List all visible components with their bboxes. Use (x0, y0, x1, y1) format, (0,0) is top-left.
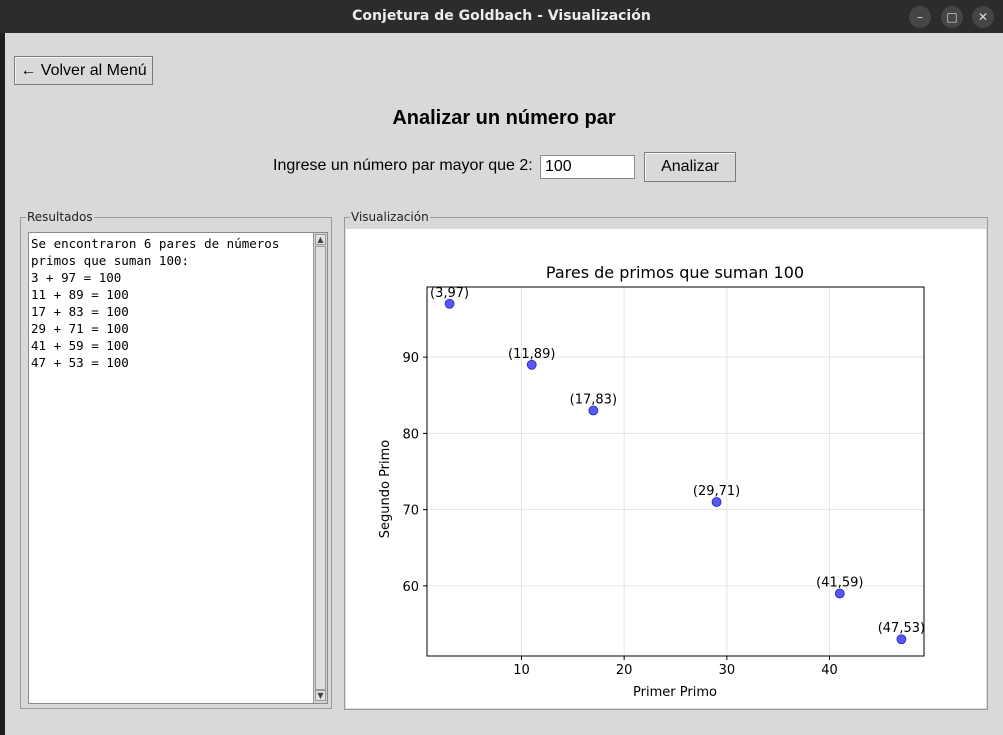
chart-points: (3,97) (11,89) (17,83) (29,71) (41,59) (47,53… (430, 286, 925, 645)
y-tick-label: 60 (402, 580, 419, 595)
results-textbox[interactable]: Se encontraron 6 pares de números primos… (28, 232, 328, 704)
result-line: 29 + 71 = 100 (31, 321, 129, 336)
scatter-chart: Pares de primos que suman 100 10 20 30 40 60… (378, 263, 925, 700)
data-point-label: (17,83) (570, 393, 617, 408)
analyze-button[interactable]: Analizar (644, 152, 736, 182)
data-point (444, 298, 455, 309)
chart-title: Pares de primos que suman 100 (546, 263, 804, 282)
chart-grid (427, 287, 924, 656)
chart-ticks: 10 20 30 40 60 70 80 90 (402, 351, 837, 678)
results-summary: Se encontraron 6 pares de números primos… (31, 236, 280, 268)
scroll-thumb[interactable] (315, 246, 326, 690)
visualization-frame: Visualización Pares de primos que suman … (344, 210, 988, 710)
window-titlebar: Conjetura de Goldbach - Visualización – … (0, 0, 1003, 33)
data-point-label: (41,59) (816, 575, 863, 590)
page-title: Analizar un número par (392, 107, 616, 129)
data-point-label: (3,97) (430, 286, 469, 301)
results-frame: Resultados Se encontraron 6 pares de núm… (20, 210, 332, 709)
data-point-label: (29,71) (693, 484, 740, 499)
data-point-label: (47,53) (878, 621, 925, 636)
data-point (711, 497, 722, 507)
result-line: 41 + 59 = 100 (31, 338, 129, 353)
results-scrollbar[interactable]: ▲ ▼ (313, 233, 327, 703)
y-tick-label: 80 (402, 427, 419, 442)
scroll-down-arrow-icon[interactable]: ▼ (315, 690, 326, 701)
result-line: 3 + 97 = 100 (31, 270, 122, 285)
window-title: Conjetura de Goldbach - Visualización (352, 8, 651, 24)
back-to-menu-button[interactable]: ← Volver al Menú (14, 56, 153, 85)
data-point (896, 634, 907, 645)
scroll-up-arrow-icon[interactable]: ▲ (315, 234, 326, 245)
number-prompt-label: Ingrese un número par mayor que 2: (273, 157, 533, 174)
x-tick-label: 20 (616, 663, 633, 678)
chart-axes-frame (426, 286, 925, 657)
result-line: 17 + 83 = 100 (31, 304, 129, 319)
data-point (588, 405, 599, 416)
number-input[interactable]: 100 (540, 155, 635, 179)
x-tick-label: 40 (821, 663, 838, 678)
data-point-label: (11,89) (508, 347, 555, 362)
close-button[interactable]: ✕ (972, 6, 994, 28)
x-tick-label: 10 (513, 663, 530, 678)
result-line: 11 + 89 = 100 (31, 287, 129, 302)
data-point (526, 359, 537, 370)
y-tick-label: 90 (402, 351, 419, 366)
x-axis-label: Primer Primo (633, 685, 717, 700)
results-frame-label: Resultados (26, 210, 94, 224)
x-tick-label: 30 (719, 663, 736, 678)
maximize-button[interactable]: □ (941, 6, 963, 28)
data-point (834, 588, 845, 599)
minimize-button[interactable]: – (909, 6, 931, 28)
y-axis-label: Segundo Primo (378, 440, 393, 539)
result-line: 47 + 53 = 100 (31, 355, 129, 370)
y-tick-label: 70 (402, 504, 419, 519)
window-body: ← Volver al Menú Analizar un número par … (5, 33, 1003, 735)
chart-canvas: Pares de primos que suman 100 10 20 30 40 60… (346, 229, 986, 708)
visualization-frame-label: Visualización (350, 210, 430, 224)
